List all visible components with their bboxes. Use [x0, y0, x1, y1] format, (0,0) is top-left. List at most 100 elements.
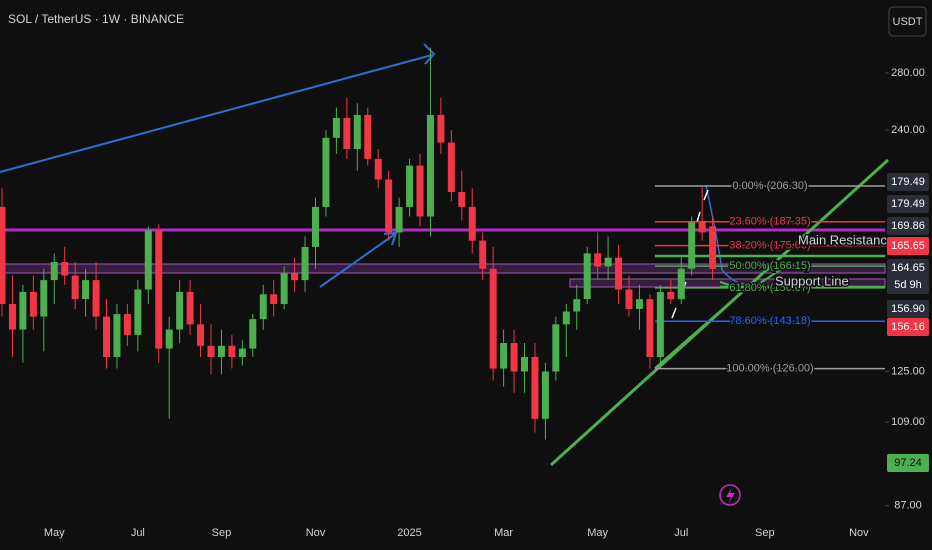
green-line [654, 284, 751, 369]
x-tick-label: Jul [131, 527, 145, 539]
annotation: Main Resistance [798, 232, 894, 247]
candle-body [552, 324, 560, 372]
candle-body [479, 240, 487, 269]
candle-body [197, 324, 205, 346]
candle-body [562, 311, 570, 325]
fib-label: 61.80% (156.67) [729, 282, 810, 294]
fib-label: 38.20% (175.63) [729, 240, 810, 252]
candle-body [677, 268, 685, 300]
price-badge [887, 318, 929, 336]
y-tick-label: 87.00 [894, 500, 922, 512]
candle-body [8, 304, 16, 330]
candle-body [40, 280, 48, 317]
candle-body [646, 299, 654, 358]
candle-body [312, 206, 319, 247]
candle-body [458, 192, 466, 207]
candle-body [155, 230, 163, 349]
drawings [0, 43, 890, 467]
candle-body [426, 114, 434, 217]
arrow-head [383, 231, 398, 246]
candle-body [207, 345, 215, 358]
candle-body [19, 291, 27, 330]
candle-body [510, 343, 518, 372]
candle-body [228, 345, 236, 358]
candle-body [625, 289, 633, 309]
candle-body [667, 291, 675, 300]
candle-body [374, 158, 382, 180]
zone [0, 263, 886, 274]
price-badge [887, 237, 929, 255]
price-axis: 280.00 240.00 125.00 109.00 87.00 179.49 179.4… [885, 67, 929, 512]
candle-body [176, 291, 184, 330]
candle-body [688, 222, 696, 269]
candle-body [395, 206, 403, 233]
candle-body [468, 206, 476, 241]
trend-line [319, 233, 396, 288]
price-badge-label: 156.16 [891, 321, 925, 333]
price-badge-label: 97.24 [894, 457, 922, 469]
x-tick-label: 2025 [397, 527, 421, 539]
fib-label: 50.00% (166.15) [729, 260, 810, 272]
price-badge-label: 164.65 [891, 262, 925, 274]
price-badge [887, 454, 929, 472]
price-badge [887, 217, 929, 235]
candle-body [322, 137, 330, 207]
x-tick-label: Sep [212, 527, 232, 539]
price-badge [887, 276, 929, 294]
candle-body [259, 294, 267, 320]
candle-body [301, 246, 309, 281]
price-badge-label: 156.90 [891, 303, 925, 315]
price-badge-label: 165.65 [891, 240, 925, 252]
candle-body [113, 314, 121, 358]
candle-body [406, 165, 414, 207]
x-tick-label: May [587, 527, 608, 539]
candle-body [61, 262, 69, 276]
candle-body [217, 345, 225, 358]
price-badge [887, 195, 929, 213]
candle-body [364, 114, 372, 159]
currency-button-label[interactable]: USDT [893, 16, 923, 28]
candle-body [594, 253, 602, 267]
candle-body [447, 142, 455, 193]
y-tick-label: 109.00 [891, 416, 925, 428]
x-tick-label: Mar [494, 527, 513, 539]
candle-body [489, 268, 497, 369]
candle-body [291, 273, 299, 281]
y-tick-label: 240.00 [891, 124, 925, 136]
candle-body [134, 289, 142, 335]
x-tick-label: Nov [306, 527, 326, 539]
price-badge [887, 300, 929, 318]
candle-body [0, 206, 6, 305]
alert-icon-bolt [726, 487, 735, 504]
candle-body [573, 299, 581, 312]
candle-body [238, 348, 246, 358]
candle-body [416, 165, 424, 217]
price-badge-label: 179.49 [891, 198, 925, 210]
candle-body [353, 114, 361, 150]
projection-curve [705, 185, 749, 285]
fib-label: 78.60% (143.18) [729, 315, 810, 327]
candle-body [500, 343, 508, 369]
x-tick-label: May [44, 527, 65, 539]
price-badge [887, 259, 929, 277]
candle-body [437, 114, 445, 143]
alert-icon[interactable] [719, 484, 741, 506]
candle-body [709, 226, 717, 269]
candle-body [186, 291, 194, 325]
price-badge-label: 169.86 [891, 220, 925, 232]
candle-body [123, 314, 131, 335]
fib-label: 23.60% (187.35) [729, 216, 810, 228]
y-tick-label: 125.00 [891, 365, 925, 377]
candle-body [385, 179, 393, 233]
candle-body [604, 257, 612, 267]
currency-button[interactable] [888, 6, 927, 37]
candle-body [698, 222, 706, 233]
candle-body [249, 319, 257, 349]
x-tick-label: Nov [849, 527, 869, 539]
candle-body [144, 230, 152, 290]
chart-title: SOL / TetherUS · 1W · BINANCE [8, 12, 184, 26]
candle-body [71, 275, 79, 300]
fib-label: 100.00% (126.00) [726, 362, 813, 374]
candle-body [165, 329, 173, 349]
